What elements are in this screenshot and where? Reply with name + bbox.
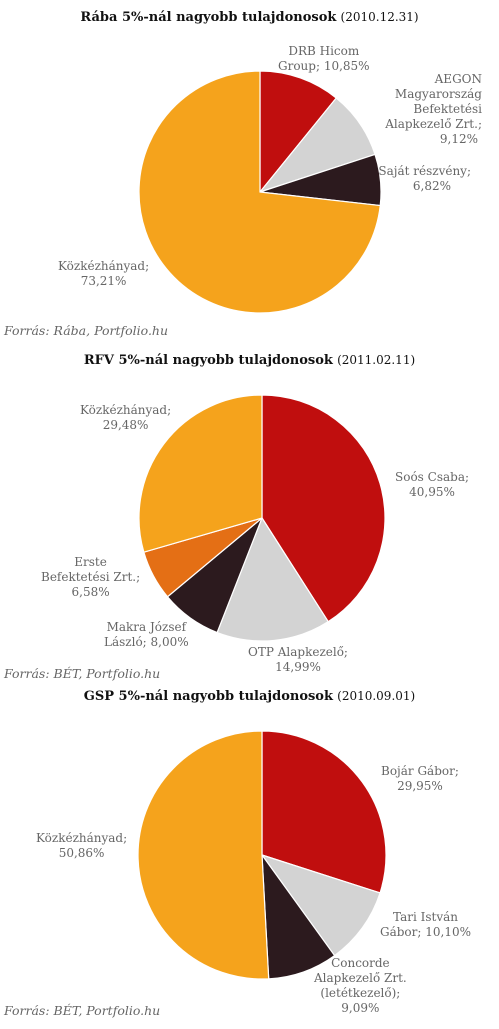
slice-label: Makra József László; 8,00% — [104, 620, 189, 649]
chart-title-rfv: RFV 5%-nál nagyobb tulajdonosok (2011.02… — [0, 353, 499, 368]
slice-label: Közkézhányad; 50,86% — [36, 831, 128, 860]
chart-source: Forrás: BÉT, Portfolio.hu — [4, 666, 161, 681]
pie-slice-1-0 — [261, 394, 386, 623]
pie-slice-2-3 — [137, 730, 270, 980]
pie-slice-2-0 — [261, 730, 387, 894]
pie-slice-0-3 — [138, 70, 381, 314]
chart-title-text: GSP 5%-nál nagyobb tulajdonosok — [83, 689, 333, 704]
slice-label: DRB Hicom Group; 10,85% — [278, 44, 370, 73]
chart-title-raba: Rába 5%-nál nagyobb tulajdonosok (2010.1… — [0, 10, 499, 25]
chart-date: (2010.09.01) — [337, 689, 416, 703]
chart-title-text: Rába 5%-nál nagyobb tulajdonosok — [80, 10, 337, 25]
chart-title-text: RFV 5%-nál nagyobb tulajdonosok — [83, 353, 333, 368]
chart-source: Forrás: Rába, Portfolio.hu — [4, 323, 169, 338]
chart-date: (2011.02.11) — [337, 353, 416, 367]
pie-slice-0-0 — [259, 70, 338, 194]
slice-label: Erste Befektetési Zrt.; 6,58% — [41, 555, 141, 599]
chart-date: (2010.12.31) — [340, 10, 419, 24]
chart-source: Forrás: BÉT, Portfolio.hu — [4, 1003, 161, 1018]
slice-label: Közkézhányad; 29,48% — [80, 403, 172, 432]
slice-label: Közkézhányad; 73,21% — [58, 259, 150, 288]
pie-slice-2-1 — [260, 853, 381, 957]
chart-title-gsp: GSP 5%-nál nagyobb tulajdonosok (2010.09… — [0, 689, 499, 704]
slice-label: Soós Csaba; 40,95% — [395, 470, 470, 499]
pie-slice-1-1 — [216, 516, 330, 642]
slice-label: Saját részvény; 6,82% — [378, 164, 471, 193]
slice-label: Bojár Gábor; 29,95% — [381, 764, 459, 793]
slice-label: Concorde Alapkezelő Zrt. (letétkezelő); 9,0… — [314, 956, 407, 1015]
pie-slice-1-4 — [138, 394, 263, 553]
slice-label: AEGON Magyarország Befektetési Alapkezelő Z… — [385, 72, 482, 146]
slice-label: Tari István Gábor; 10,10% — [380, 910, 471, 939]
slice-label: OTP Alapkezelő; 14,99% — [248, 645, 348, 674]
